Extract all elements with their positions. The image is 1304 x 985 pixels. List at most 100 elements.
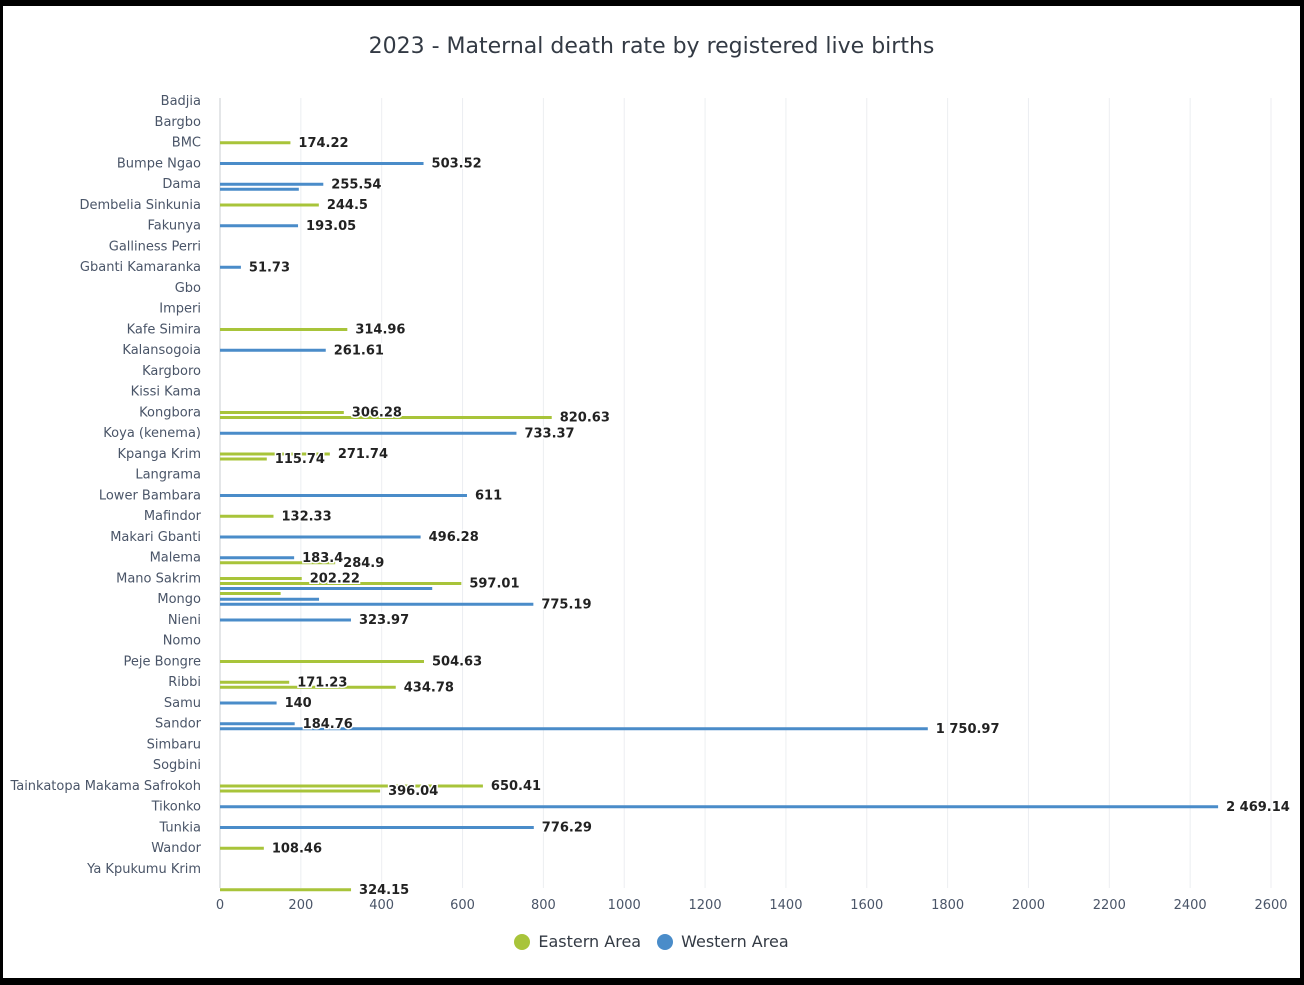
bar-ribbi-western-area-29[interactable] — [220, 701, 277, 705]
bar-malema-eastern-area-22[interactable] — [220, 592, 281, 595]
x-tick-label-1000: 1000 — [608, 898, 641, 913]
bar-nomo-eastern-area-26[interactable] — [220, 660, 424, 663]
category-label-dembelia-sinkunia: Dembelia Sinkunia — [79, 198, 201, 213]
bar-lower-bambara-eastern-area-15[interactable] — [220, 514, 274, 518]
bar-bumpe-ngao-western-area-2[interactable] — [220, 182, 324, 186]
bar-mongo-western-area-25[interactable] — [220, 618, 351, 622]
bar-makari-gbanti-western-area-17[interactable] — [220, 556, 295, 560]
data-label-kissi-kama-10: 820.63 — [560, 411, 610, 426]
bar-mano-sakrim-western-area-23[interactable] — [220, 597, 320, 601]
legend-label-eastern-area: Eastern Area — [538, 932, 642, 951]
data-label-bumpe-ngao-2: 255.54 — [331, 177, 381, 192]
data-label-makari-gbanti-17: 183.4 — [302, 551, 343, 566]
legend-marker-eastern-area — [514, 933, 531, 950]
category-label-tunkia: Tunkia — [158, 820, 201, 835]
data-label-bargbo-0: 174.22 — [298, 136, 348, 151]
category-label-samu: Samu — [164, 696, 201, 711]
data-label-imperi-7: 314.96 — [355, 323, 405, 338]
x-tick-label-1800: 1800 — [931, 898, 964, 913]
data-label-mafindor-16: 496.28 — [429, 530, 479, 545]
bar-samu-western-area-31[interactable] — [220, 727, 928, 731]
bar-sogbini-eastern-area-32[interactable] — [220, 784, 483, 788]
data-label-malema-19: 202.22 — [310, 572, 360, 587]
bar-bargbo-eastern-area-0[interactable] — [220, 141, 291, 145]
bar-tikonko-western-area-35[interactable] — [220, 826, 534, 829]
category-label-galliness-perri: Galliness Perri — [109, 239, 201, 254]
data-label-tainkatopa-makama-safrokoh-34: 2 469.14 — [1226, 800, 1290, 815]
category-label-kafe-simira: Kafe Simira — [127, 322, 201, 337]
bar-koya-kenema-eastern-area-13[interactable] — [220, 457, 267, 461]
category-label-dama: Dama — [162, 177, 201, 192]
bar-malema-eastern-area-20[interactable] — [220, 582, 462, 585]
data-label-koya-kenema-12: 271.74 — [338, 447, 388, 462]
category-label-mafindor: Mafindor — [144, 509, 202, 524]
category-label-kalansogoia: Kalansogoia — [122, 343, 201, 358]
x-tick-label-400: 400 — [369, 898, 394, 913]
x-tick-label-0: 0 — [216, 898, 224, 913]
legend-marker-western-area — [657, 933, 674, 950]
category-label-bargbo: Bargbo — [155, 115, 202, 130]
bar-kissi-kama-eastern-area-10[interactable] — [220, 416, 552, 419]
bar-kongbora-western-area-11[interactable] — [220, 431, 517, 435]
category-label-mano-sakrim: Mano Sakrim — [116, 571, 201, 586]
bars-layer — [220, 141, 1219, 892]
bar-koya-kenema-eastern-area-12[interactable] — [220, 452, 330, 456]
bar-mafindor-western-area-16[interactable] — [220, 535, 421, 539]
category-label-gbanti-kamaranka: Gbanti Kamaranka — [80, 260, 201, 275]
bar-ya-kpukumu-krim-eastern-area-37[interactable] — [220, 888, 352, 892]
data-label-kafe-simira-8: 261.61 — [334, 343, 384, 358]
x-axis-ticks: 0 200 400 600 800 1000 1200 1400 1600 1800 2000 220… — [216, 898, 1288, 913]
x-tick-label-600: 600 — [450, 898, 475, 913]
x-tick-label-1200: 1200 — [689, 898, 722, 913]
bar-bumpe-ngao-western-area-3[interactable] — [220, 187, 299, 191]
category-label-makari-gbanti: Makari Gbanti — [110, 530, 201, 545]
data-label-bmc-1: 503.52 — [432, 157, 482, 172]
legend-item-western-area[interactable]: Western Area — [657, 932, 789, 951]
bar-makari-gbanti-eastern-area-18[interactable] — [220, 561, 336, 565]
bar-malema-eastern-area-19[interactable] — [220, 577, 302, 580]
chart-title: 2023 - Maternal death rate by registered… — [368, 34, 935, 59]
category-label-kpanga-krim: Kpanga Krim — [118, 447, 201, 462]
category-label-kongbora: Kongbora — [139, 405, 201, 420]
x-tick-label-1400: 1400 — [769, 898, 802, 913]
bar-dembelia-sinkunia-western-area-5[interactable] — [220, 224, 299, 228]
data-label-ribbi-29: 140 — [285, 696, 312, 711]
category-label-simbaru: Simbaru — [147, 737, 201, 752]
data-label-koya-kenema-13: 115.74 — [275, 452, 325, 467]
category-label-ya-kpukumu-krim: Ya Kpukumu Krim — [86, 862, 201, 877]
bar-tunkia-eastern-area-36[interactable] — [220, 846, 264, 850]
bar-bmc-western-area-1[interactable] — [220, 162, 424, 165]
data-label-langrama-14: 611 — [475, 489, 502, 504]
data-label-tunkia-36: 108.46 — [272, 841, 322, 856]
bar-peje-bongre-eastern-area-27[interactable] — [220, 680, 290, 684]
bar-langrama-western-area-14[interactable] — [220, 494, 467, 497]
data-label-peje-bongre-28: 434.78 — [404, 680, 454, 695]
bar-galliness-perri-western-area-6[interactable] — [220, 265, 241, 269]
bar-peje-bongre-eastern-area-28[interactable] — [220, 685, 396, 689]
bar-imperi-eastern-area-7[interactable] — [220, 328, 348, 331]
legend-item-eastern-area[interactable]: Eastern Area — [514, 932, 641, 951]
legend: Eastern Area Western Area — [3, 932, 1300, 951]
data-label-mongo-25: 323.97 — [359, 613, 409, 628]
data-labels-layer: 174.22 503.52 255.54 244.5 193.05 51.73 314.96… — [247, 134, 1291, 899]
x-tick-label-1600: 1600 — [850, 898, 883, 913]
data-label-dembelia-sinkunia-5: 193.05 — [306, 219, 356, 234]
bar-sogbini-eastern-area-33[interactable] — [220, 789, 381, 793]
x-tick-label-2200: 2200 — [1093, 898, 1126, 913]
bar-tainkatopa-makama-safrokoh-western-area-34[interactable] — [220, 805, 1219, 809]
category-label-ribbi: Ribbi — [168, 675, 201, 690]
data-label-kissi-kama-9: 306.28 — [352, 406, 402, 421]
category-label-mongo: Mongo — [157, 592, 201, 607]
chart-frame: 2023 - Maternal death rate by registered… — [3, 6, 1300, 978]
bar-samu-western-area-30[interactable] — [220, 722, 295, 726]
bar-dama-eastern-area-4[interactable] — [220, 203, 319, 207]
bar-mano-sakrim-western-area-24[interactable] — [220, 602, 534, 606]
bar-malema-western-area-21[interactable] — [220, 587, 433, 590]
category-label-fakunya: Fakunya — [147, 219, 201, 234]
data-label-mano-sakrim-24: 775.19 — [541, 597, 591, 612]
category-label-koya-kenema: Koya (kenema) — [103, 426, 201, 441]
data-label-tikonko-35: 776.29 — [542, 821, 592, 836]
bar-kafe-simira-western-area-8[interactable] — [220, 348, 326, 352]
category-label-kissi-kama: Kissi Kama — [131, 385, 201, 400]
bar-kissi-kama-eastern-area-9[interactable] — [220, 411, 344, 414]
